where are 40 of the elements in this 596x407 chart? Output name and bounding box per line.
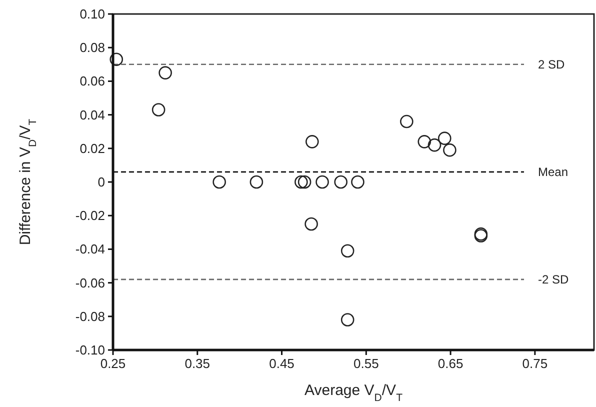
point: [212, 175, 226, 189]
point: [158, 66, 172, 80]
x-tick-label: 0.75: [522, 356, 548, 371]
y-tick-label: 0.10: [80, 6, 105, 22]
x-tick-label: 0.55: [354, 356, 379, 371]
point: [298, 175, 312, 189]
point: [340, 313, 354, 326]
ref-line-label: 2 SD: [538, 57, 566, 72]
point: [304, 217, 318, 231]
ref-line-label: -2 SD: [538, 272, 570, 286]
y-tick-label: -0.04: [75, 242, 105, 257]
point: [438, 132, 452, 145]
y-tick-label: 0.02: [80, 140, 105, 156]
y-tick-label: -0.10: [75, 342, 105, 358]
y-tick-label: 0.06: [80, 74, 105, 89]
point: [152, 103, 166, 116]
point: [418, 135, 432, 148]
x-tick-label: 0.25: [100, 356, 126, 371]
x-tick-label: 0.35: [184, 356, 210, 371]
x-tick-label: 0.45: [269, 356, 294, 371]
point: [316, 175, 329, 189]
point: [110, 52, 124, 66]
ref-line-label: Mean: [538, 164, 568, 179]
point: [351, 175, 364, 189]
y-tick-label: -0.08: [75, 308, 105, 324]
y-tick-label: 0.08: [80, 40, 105, 56]
y-tick-label: -0.06: [75, 275, 105, 290]
y-tick-label: 0.04: [80, 107, 105, 122]
y-tick-label: -0.02: [75, 208, 105, 224]
point: [334, 175, 348, 189]
point: [306, 135, 319, 148]
point: [340, 244, 354, 258]
y-tick-label: 0: [98, 174, 105, 190]
point: [250, 175, 264, 189]
point: [443, 143, 456, 157]
point: [400, 114, 414, 128]
point: [294, 175, 308, 189]
x-axis-title: Average V$_{D}$/V$_{T}$: [304, 382, 404, 404]
x-tick-label: 0.65: [438, 356, 464, 371]
point: [428, 138, 442, 152]
